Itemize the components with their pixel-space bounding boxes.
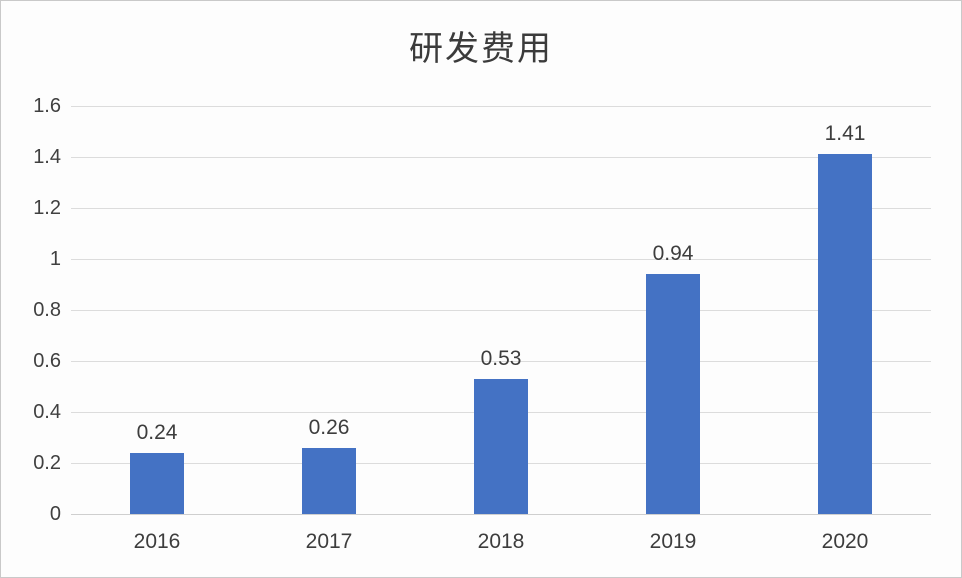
gridline bbox=[71, 106, 931, 107]
gridline bbox=[71, 361, 931, 362]
y-axis-tick-label: 0.6 bbox=[33, 350, 61, 372]
bar-2016 bbox=[130, 452, 184, 514]
bar-2018 bbox=[474, 378, 528, 514]
bar-2017 bbox=[302, 447, 356, 514]
gridline bbox=[71, 259, 931, 260]
y-axis-tick-label: 1.6 bbox=[33, 95, 61, 117]
bar-value-label: 0.94 bbox=[652, 242, 694, 266]
y-axis-tick-label: 1 bbox=[49, 248, 61, 270]
x-axis-tick-label: 2018 bbox=[477, 530, 525, 553]
bar-2020 bbox=[818, 154, 872, 514]
gridline bbox=[71, 310, 931, 311]
x-axis-line bbox=[71, 514, 931, 515]
gridline bbox=[71, 208, 931, 209]
x-axis-tick-label: 2020 bbox=[821, 530, 869, 553]
y-axis-tick-label: 0.4 bbox=[33, 401, 61, 423]
y-axis-tick-label: 1.4 bbox=[33, 146, 61, 168]
plot-area: 0 0.2 0.4 0.6 0.8 1 1.2 1.4 1.6 0.24 2016 0.26 2017 0… bbox=[33, 96, 931, 552]
x-axis-tick-label: 2016 bbox=[133, 530, 181, 553]
bar-value-label: 0.24 bbox=[136, 420, 178, 444]
x-axis-tick-label: 2019 bbox=[649, 530, 697, 553]
bar-value-label: 1.41 bbox=[824, 122, 866, 146]
y-axis-tick-label: 0.8 bbox=[33, 299, 61, 321]
gridline bbox=[71, 157, 931, 158]
x-axis-tick-label: 2017 bbox=[305, 530, 353, 553]
bar-2019 bbox=[646, 274, 700, 514]
chart-title: 研发费用 bbox=[409, 30, 553, 68]
y-axis-tick-label: 0.2 bbox=[33, 452, 61, 474]
y-axis-tick-label: 1.2 bbox=[33, 197, 61, 219]
y-axis-tick-label: 0 bbox=[49, 503, 61, 525]
bar-value-label: 0.26 bbox=[308, 415, 350, 439]
bar-value-label: 0.53 bbox=[480, 346, 522, 370]
